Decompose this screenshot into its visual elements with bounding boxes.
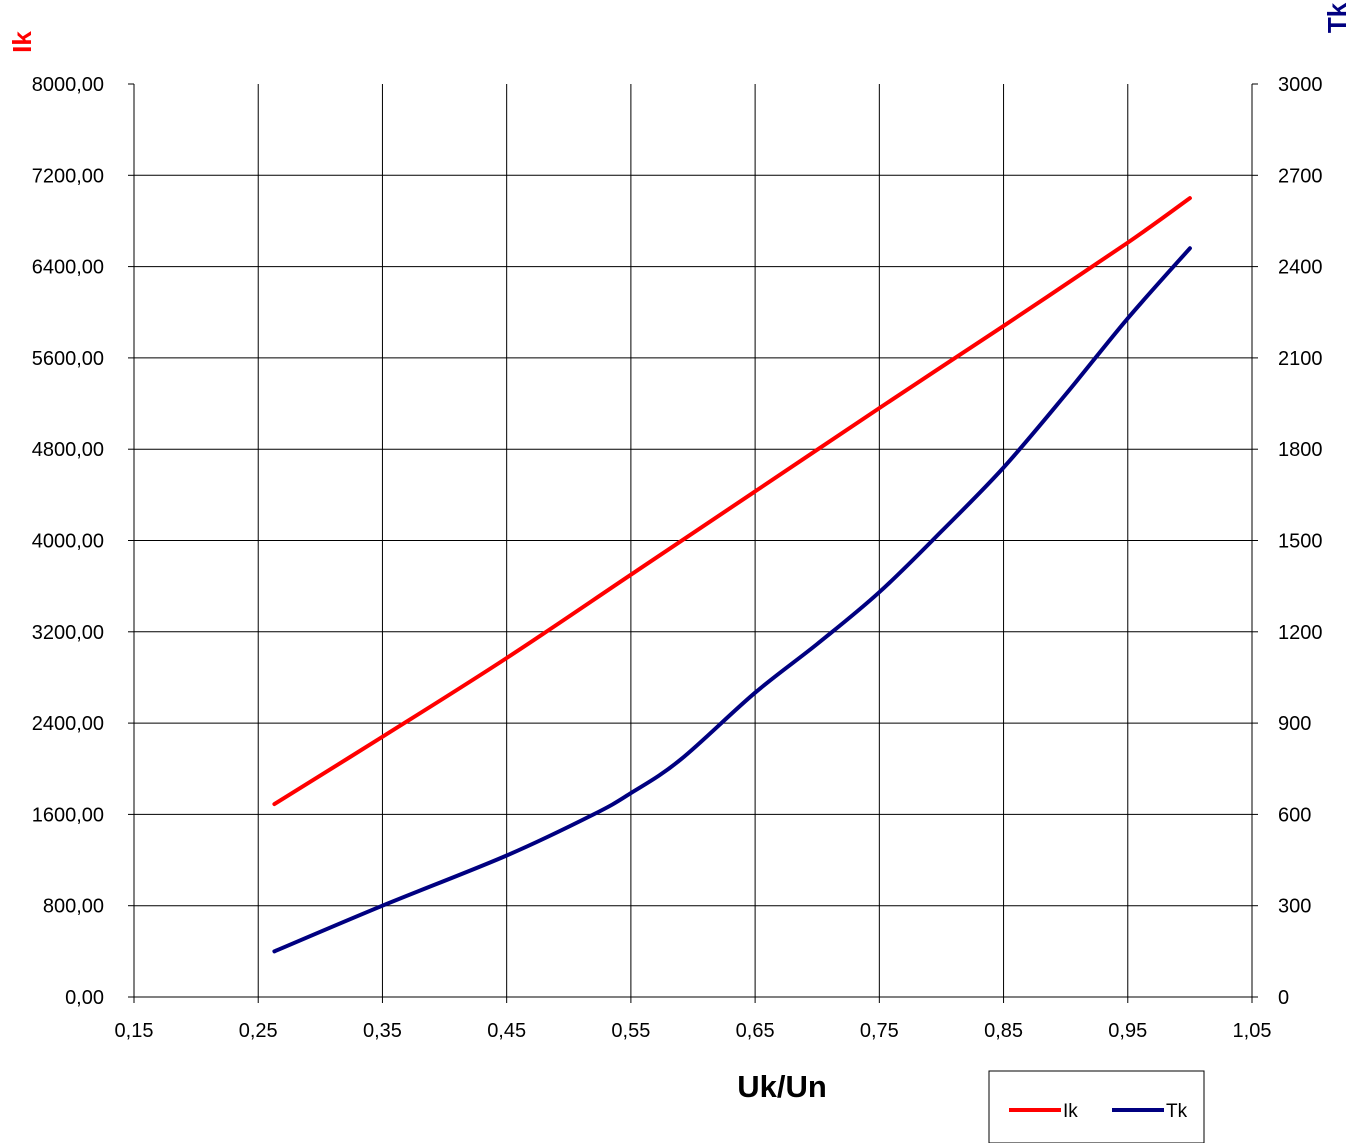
- x-tick-label-5: 0,65: [736, 1020, 775, 1042]
- legend-box: [988, 1070, 1205, 1143]
- series-line-ik: [272, 196, 1192, 807]
- x-tick-label-7: 0,85: [984, 1020, 1023, 1042]
- y2-tick-label-6: 1800: [1278, 439, 1323, 461]
- y1-tick-label-5: 4000,00: [32, 531, 104, 553]
- y1-tick-label-9: 7200,00: [32, 165, 104, 187]
- y2-tick-label-10: 3000: [1278, 74, 1323, 96]
- y2-tick-label-5: 1500: [1278, 531, 1323, 553]
- x-tick-label-9: 1,05: [1233, 1020, 1272, 1042]
- y1-tick-label-1: 800,00: [43, 896, 104, 918]
- y1-tick-label-0: 0,00: [65, 987, 104, 1009]
- y1-tick-label-8: 6400,00: [32, 257, 104, 279]
- legend-tk-label: Tk: [1166, 1101, 1188, 1122]
- x-tick-label-2: 0,35: [363, 1020, 402, 1042]
- ticks: 0,15 0,25 0,35 0,45 0,55 0,65 0,75 0,85 0,95 1,05…: [32, 74, 1323, 1042]
- x-tick-label-0: 0,15: [115, 1020, 154, 1042]
- y2-tick-label-7: 2100: [1278, 348, 1323, 370]
- legend-ik-label: Ik: [1063, 1101, 1078, 1122]
- y2-tick-label-4: 1200: [1278, 622, 1323, 644]
- y1-tick-label-6: 4800,00: [32, 439, 104, 461]
- y2-tick-label-3: 900: [1278, 713, 1311, 735]
- left-axis-title: Ik: [7, 31, 37, 53]
- x-axis-title: Uk/Un: [737, 1069, 827, 1104]
- x-tick-label-3: 0,45: [487, 1020, 526, 1042]
- y2-tick-label-1: 300: [1278, 896, 1311, 918]
- right-axis-title: Tk: [1322, 2, 1352, 33]
- series-lines: [272, 196, 1192, 954]
- x-tick-label-8: 0,95: [1108, 1020, 1147, 1042]
- legend: Ik Tk: [988, 1070, 1205, 1143]
- series-line-tk: [272, 246, 1192, 954]
- x-tick-label-4: 0,55: [611, 1020, 650, 1042]
- y2-tick-label-8: 2400: [1278, 257, 1323, 279]
- y1-tick-label-4: 3200,00: [32, 622, 104, 644]
- y2-tick-label-2: 600: [1278, 804, 1311, 826]
- x-tick-label-1: 0,25: [239, 1020, 278, 1042]
- y2-tick-label-0: 0: [1278, 987, 1289, 1009]
- x-tick-label-6: 0,75: [860, 1020, 899, 1042]
- y1-tick-label-2: 1600,00: [32, 804, 104, 826]
- y1-tick-label-3: 2400,00: [32, 713, 104, 735]
- y2-tick-label-9: 2700: [1278, 165, 1323, 187]
- y1-tick-label-7: 5600,00: [32, 348, 104, 370]
- y1-tick-label-10: 8000,00: [32, 74, 104, 96]
